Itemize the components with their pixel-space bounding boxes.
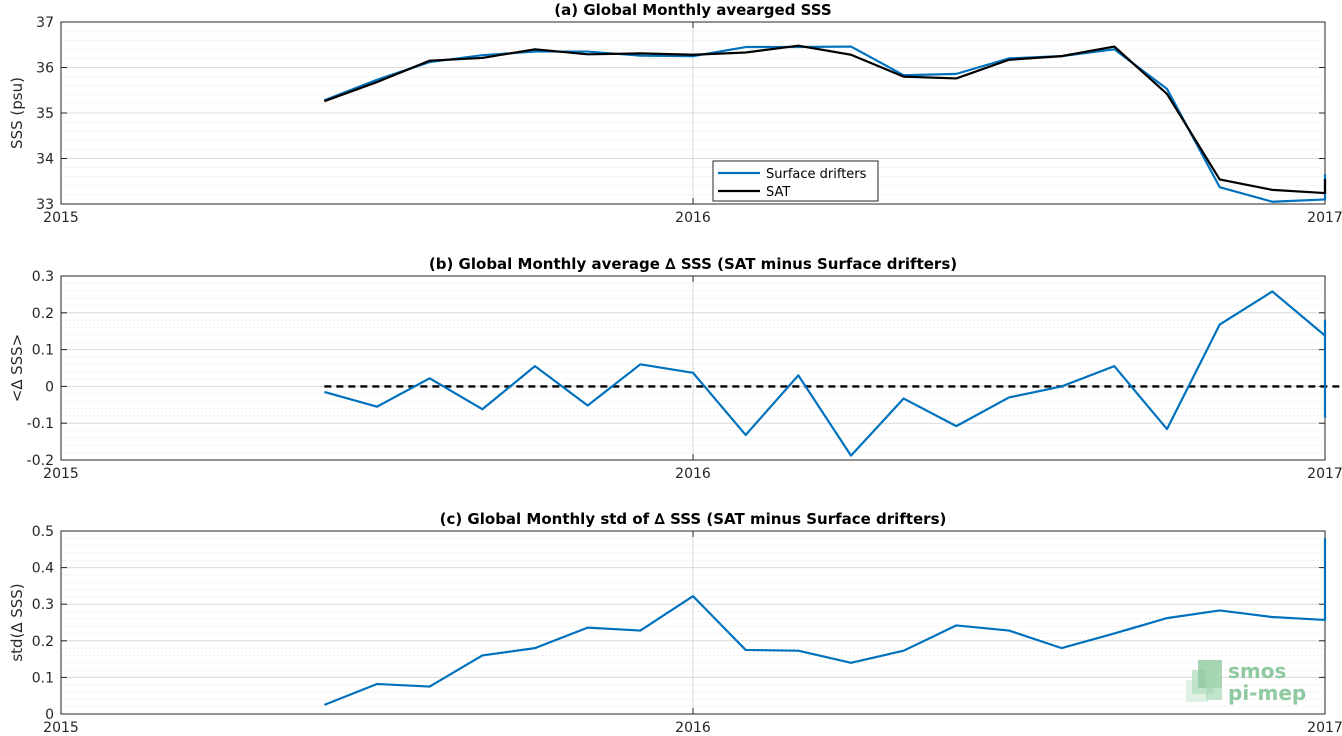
- x-tick-label: 2015: [43, 720, 79, 736]
- x-tick-label: 2017: [1307, 720, 1342, 736]
- y-tick-label: 0: [45, 707, 54, 723]
- chart-panel-a: 33 34 35 36 37 2015 2016 2017 (a) Global Monthly…: [8, 1, 1342, 226]
- chart-title: (c) Global Monthly std of ∆ SSS (SAT min…: [440, 510, 947, 528]
- series-line-primary: [323, 538, 1327, 706]
- legend: Surface drifters SAT: [712, 160, 879, 202]
- y-tick-label: 0.2: [32, 634, 54, 650]
- x-tick-label: 2017: [1307, 210, 1342, 226]
- y-tick-label: 0.4: [32, 561, 54, 577]
- x-tick-label: 2017: [1307, 466, 1342, 482]
- y-tick-label: 37: [36, 15, 54, 31]
- y-tick-label: 33: [36, 197, 54, 213]
- y-axis-label: std(∆ SSS): [8, 583, 26, 661]
- y-tick-label: 35: [36, 106, 54, 122]
- y-tick-label: 0.1: [32, 343, 54, 359]
- series-line-secondary: [323, 44, 1327, 195]
- y-tick-label: -0.2: [27, 453, 54, 469]
- logo-text-smos: smos: [1228, 659, 1286, 683]
- smos-pimep-logo: smos pi-mep: [1184, 656, 1324, 708]
- chart-title: (a) Global Monthly avearged SSS: [554, 1, 831, 19]
- y-tick-label: 0.2: [32, 306, 54, 322]
- y-tick-label: 0.3: [32, 269, 54, 285]
- legend-box: [712, 160, 879, 202]
- y-axis-label: <∆ SSS>: [8, 334, 26, 403]
- y-axis-label: SSS (psu): [8, 77, 26, 149]
- x-tick-label: 2015: [43, 210, 79, 226]
- chart-panel-c: 0 0.1 0.2 0.3 0.4 0.5 2015 2016 2017 (c) Global M…: [8, 510, 1342, 736]
- y-tick-label: 0.5: [32, 524, 54, 540]
- x-tick-label: 2016: [675, 210, 711, 226]
- logo-mark-icon: [1186, 660, 1222, 702]
- legend-label: Surface drifters: [766, 167, 867, 182]
- y-tick-label: 0.3: [32, 597, 54, 613]
- x-tick-label: 2016: [675, 720, 711, 736]
- y-tick-label: 0: [45, 379, 54, 395]
- x-tick-label: 2015: [43, 466, 79, 482]
- x-tick-label: 2016: [675, 466, 711, 482]
- y-tick-label: 0.1: [32, 670, 54, 686]
- chart-panel-b: -0.2 -0.1 0 0.1 0.2 0.3 2015 2016 2017 (b) Global…: [8, 255, 1342, 482]
- logo-text-pimep: pi-mep: [1228, 681, 1306, 705]
- y-tick-label: 36: [36, 61, 54, 77]
- series-line-primary: [324, 290, 1327, 457]
- y-tick-label: -0.1: [27, 416, 54, 432]
- y-tick-label: 34: [36, 152, 54, 168]
- chart-title: (b) Global Monthly average ∆ SSS (SAT mi…: [429, 255, 957, 273]
- legend-label: SAT: [766, 185, 790, 200]
